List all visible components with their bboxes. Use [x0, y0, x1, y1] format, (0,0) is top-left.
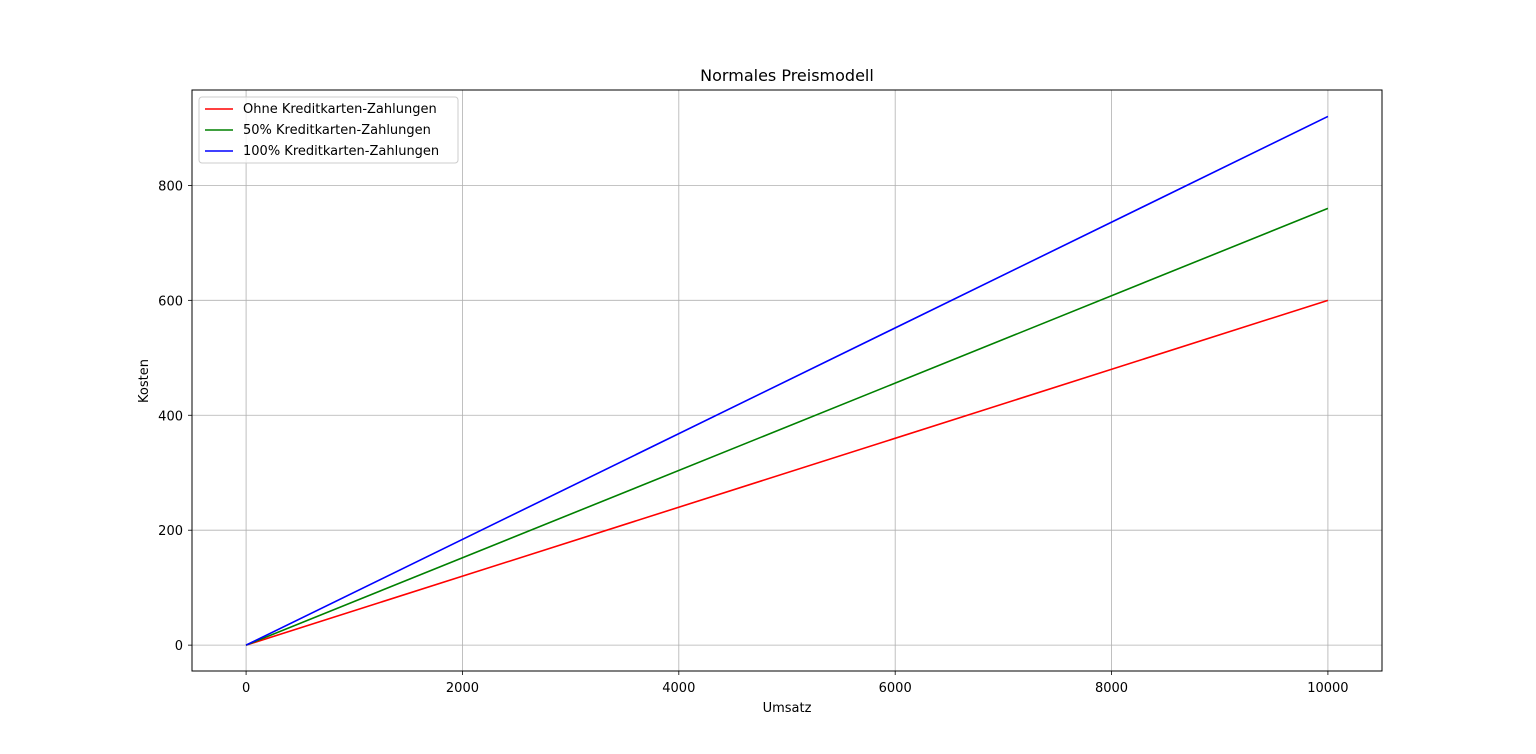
chart-title: Normales Preismodell: [700, 66, 874, 85]
x-tick-label: 4000: [662, 681, 695, 696]
series-line: [245, 299, 1329, 646]
x-tick-label: 10000: [1307, 681, 1348, 696]
legend: Ohne Kreditkarten-Zahlungen 50% Kreditka…: [198, 96, 459, 164]
x-axis-label: Umsatz: [763, 701, 812, 716]
x-gridlines: [245, 90, 1329, 671]
plot-frame: [191, 89, 1383, 672]
x-axis-ticks: 0 2000 4000 6000 8000 10000: [242, 671, 1349, 696]
y-tick-label: 800: [158, 179, 183, 194]
x-tick-label: 8000: [1095, 681, 1128, 696]
y-tick-label: 200: [158, 524, 183, 539]
x-tick-label: 0: [242, 681, 250, 696]
y-tick-label: 400: [158, 409, 183, 424]
x-tick-label: 2000: [446, 681, 479, 696]
y-tick-label: 0: [175, 639, 183, 654]
y-axis-ticks: 0 200 400 600 800: [158, 179, 192, 654]
legend-box: [198, 96, 459, 164]
y-gridlines: [192, 184, 1382, 646]
legend-label: 100% Kreditkarten-Zahlungen: [243, 144, 439, 159]
series-line: [245, 115, 1329, 646]
y-axis-label: Kosten: [137, 359, 152, 403]
x-tick-label: 6000: [879, 681, 912, 696]
legend-label: 50% Kreditkarten-Zahlungen: [243, 123, 431, 138]
series-lines: [245, 115, 1329, 646]
legend-label: Ohne Kreditkarten-Zahlungen: [243, 102, 437, 117]
y-tick-label: 600: [158, 294, 183, 309]
series-line: [245, 207, 1329, 646]
